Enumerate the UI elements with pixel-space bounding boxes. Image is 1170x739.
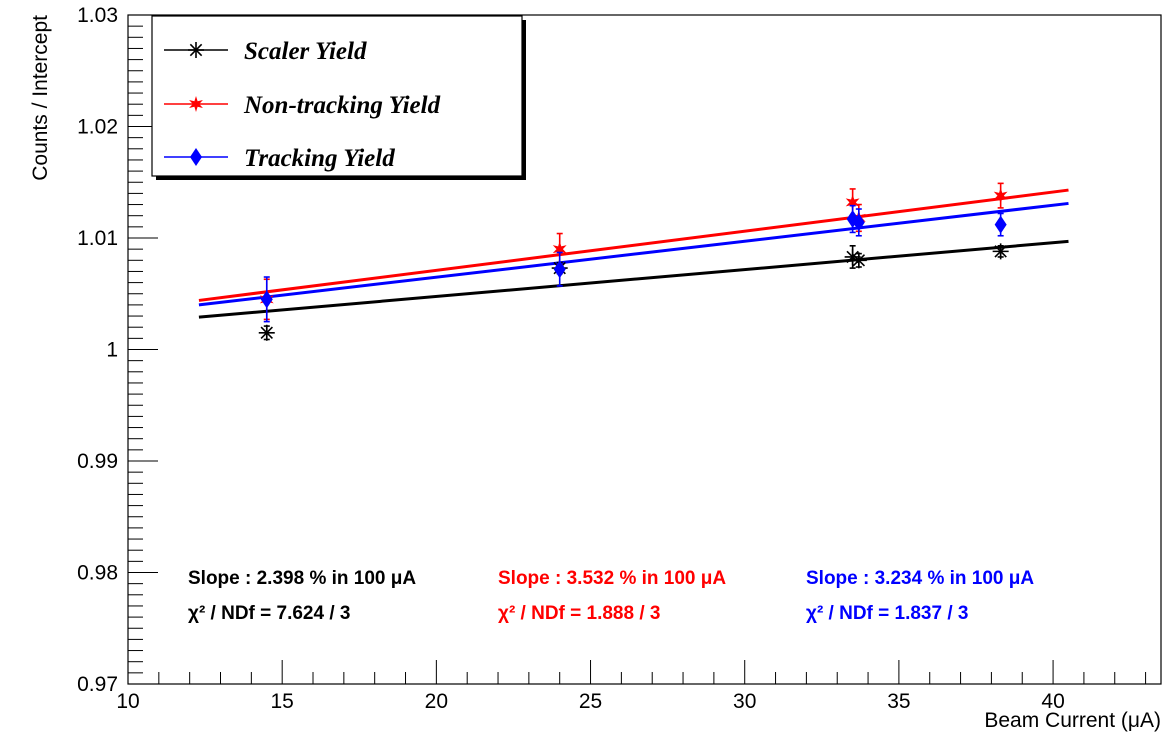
x-tick-label: 10 <box>116 690 139 713</box>
y-tick-label: 0.97 <box>77 673 118 696</box>
y-tick-label: 0.99 <box>77 450 118 473</box>
chi-square-text: χ² / NDf = 7.624 / 3 <box>188 603 350 624</box>
y-axis-title: Counts / Intercept <box>29 15 52 181</box>
data-point <box>553 251 566 287</box>
x-tick-labels: 10 15 20 25 30 35 40 <box>116 690 1064 713</box>
point-marker <box>552 241 567 258</box>
point-marker <box>992 243 1009 260</box>
y-tick-label: 1.02 <box>77 116 118 139</box>
fit-summaries: Slope : 2.398 % in 100 μA χ² / NDf = 7.62… <box>188 568 1034 624</box>
data-point <box>994 212 1007 237</box>
data-point <box>852 208 865 237</box>
chi-square-text: χ² / NDf = 1.837 / 3 <box>806 603 968 624</box>
y-tick-labels: 0.97 0.98 0.99 1 1.01 1.02 1.03 <box>77 4 118 696</box>
legend-label: Tracking Yield <box>244 145 395 172</box>
x-tick-label: 25 <box>579 690 602 713</box>
legend-label: Scaler Yield <box>244 38 367 65</box>
legend-marker <box>189 96 203 112</box>
y-tick-label: 0.98 <box>77 562 118 585</box>
data-point <box>850 252 867 269</box>
axis-ticks <box>127 14 1147 685</box>
legend-marker <box>188 42 204 58</box>
x-tick-label: 30 <box>733 690 756 713</box>
slope-text: Slope : 2.398 % in 100 μA <box>188 568 416 589</box>
point-marker <box>994 215 1007 234</box>
x-tick-label: 15 <box>270 690 293 713</box>
y-tick-label: 1 <box>106 339 118 362</box>
legend: Scaler Yield Non-tracking Yield Tracking Y… <box>151 15 526 180</box>
x-axis-title: Beam Current (μA) <box>984 709 1161 732</box>
legend-box <box>151 15 523 177</box>
y-tick-label: 1.01 <box>77 227 118 250</box>
data-point <box>258 324 275 341</box>
x-tick-label: 20 <box>425 690 448 713</box>
x-tick-label: 40 <box>1041 690 1064 713</box>
point-marker <box>993 187 1008 204</box>
legend-marker <box>190 148 202 166</box>
fit-lines <box>198 188 1069 319</box>
point-marker <box>553 260 566 279</box>
fit-line <box>198 201 1069 307</box>
data-point <box>992 243 1009 260</box>
slope-text: Slope : 3.234 % in 100 μA <box>806 568 1034 589</box>
data-points <box>258 182 1009 341</box>
data-point <box>260 276 273 323</box>
y-tick-label: 1.03 <box>77 4 118 27</box>
point-marker <box>852 213 865 232</box>
slope-text: Slope : 3.532 % in 100 μA <box>498 568 726 589</box>
fit-line <box>198 239 1069 319</box>
legend-label: Non-tracking Yield <box>243 92 441 119</box>
chi-square-text: χ² / NDf = 1.888 / 3 <box>498 603 660 624</box>
point-marker <box>258 324 275 341</box>
point-marker <box>260 290 273 309</box>
x-tick-label: 35 <box>887 690 910 713</box>
data-point <box>993 182 1008 209</box>
fit-line <box>198 188 1069 302</box>
point-marker <box>850 252 867 269</box>
point-marker <box>845 194 860 211</box>
